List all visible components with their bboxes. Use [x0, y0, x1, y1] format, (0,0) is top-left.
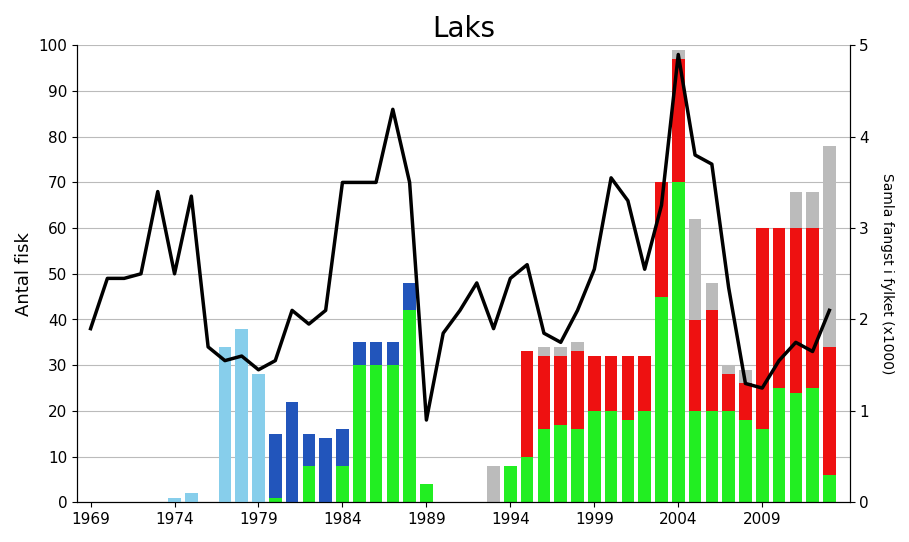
Bar [806, 228, 819, 388]
Bar [790, 191, 802, 228]
Bar [588, 411, 601, 502]
Bar [285, 402, 298, 502]
Bar [604, 356, 617, 411]
Bar [756, 228, 768, 429]
Bar [571, 429, 584, 502]
Bar [487, 466, 500, 502]
Bar [638, 411, 651, 502]
Bar [404, 283, 416, 311]
Bar [252, 375, 265, 502]
Bar [537, 356, 550, 429]
Bar [689, 219, 702, 319]
Bar [823, 475, 835, 502]
Bar [655, 183, 668, 296]
Bar [571, 351, 584, 429]
Bar [537, 347, 550, 356]
Title: Laks: Laks [432, 15, 494, 43]
Bar [303, 466, 315, 502]
Bar [521, 351, 534, 456]
Bar [571, 343, 584, 351]
Bar [705, 311, 718, 411]
Bar [823, 347, 835, 475]
Bar [806, 191, 819, 228]
Bar [806, 388, 819, 502]
Bar [588, 356, 601, 411]
Bar [168, 498, 181, 502]
Bar [269, 498, 282, 502]
Bar [622, 420, 634, 502]
Bar [504, 466, 516, 502]
Bar [185, 493, 197, 502]
Bar [554, 424, 567, 502]
Bar [235, 328, 248, 502]
Bar [622, 356, 634, 420]
Bar [353, 365, 365, 502]
Bar [604, 411, 617, 502]
Bar [773, 388, 785, 502]
Bar [336, 429, 349, 466]
Bar [404, 311, 416, 502]
Bar [638, 356, 651, 411]
Bar [756, 429, 768, 502]
Bar [269, 434, 282, 498]
Bar [689, 319, 702, 411]
Bar [739, 370, 752, 384]
Bar [420, 484, 433, 502]
Bar [319, 438, 332, 502]
Bar [723, 375, 735, 411]
Bar [370, 343, 383, 365]
Bar [521, 456, 534, 502]
Bar [705, 411, 718, 502]
Bar [554, 356, 567, 424]
Y-axis label: Antal fisk: Antal fisk [15, 232, 33, 316]
Bar [723, 411, 735, 502]
Bar [823, 146, 835, 347]
Bar [739, 384, 752, 420]
Y-axis label: Samla fangst i fylket (x1000): Samla fangst i fylket (x1000) [880, 173, 894, 375]
Bar [773, 228, 785, 388]
Bar [386, 343, 399, 365]
Bar [386, 365, 399, 502]
Bar [353, 343, 365, 365]
Bar [723, 365, 735, 375]
Bar [303, 434, 315, 466]
Bar [672, 50, 684, 59]
Bar [790, 228, 802, 392]
Bar [219, 347, 231, 502]
Bar [689, 411, 702, 502]
Bar [554, 347, 567, 356]
Bar [537, 429, 550, 502]
Bar [705, 283, 718, 311]
Bar [739, 420, 752, 502]
Bar [370, 365, 383, 502]
Bar [672, 59, 684, 183]
Bar [336, 466, 349, 502]
Bar [790, 392, 802, 502]
Bar [655, 296, 668, 502]
Bar [672, 183, 684, 502]
